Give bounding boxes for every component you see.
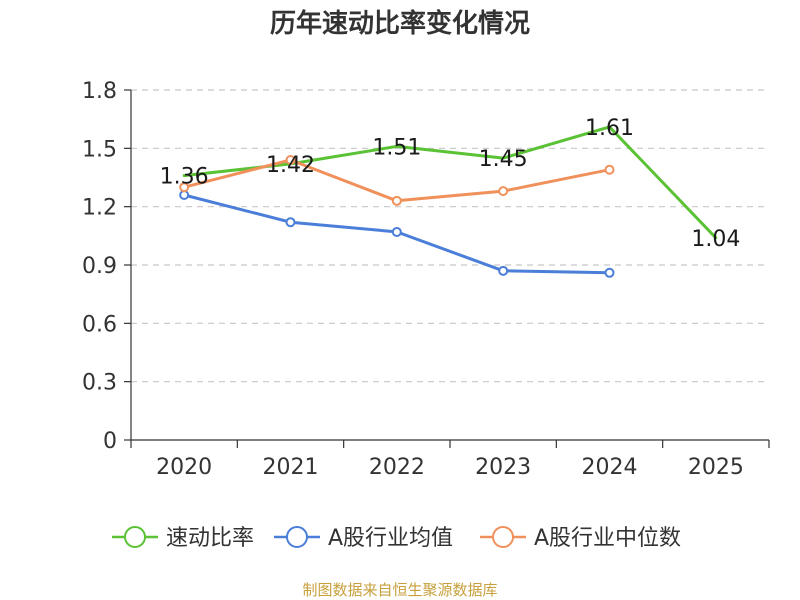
legend-circle-icon xyxy=(124,526,146,548)
series-2-point xyxy=(285,155,296,165)
y-tick-label: 1.5 xyxy=(82,137,117,162)
data-label: 1.04 xyxy=(691,227,740,252)
data-label: 1.51 xyxy=(372,135,421,160)
y-tick-label: 0 xyxy=(103,429,117,454)
series-2-point xyxy=(498,186,509,197)
data-label: 1.36 xyxy=(160,165,209,190)
series-line-0 xyxy=(182,125,718,240)
legend-item[interactable]: 速动比率 xyxy=(112,526,254,551)
chart-title: 历年速动比率变化情况 xyxy=(270,8,530,39)
legend-circle-icon xyxy=(492,526,514,548)
series-line-2 xyxy=(182,158,611,203)
data-label: 1.42 xyxy=(266,153,315,178)
x-tick-label: 2025 xyxy=(688,455,744,480)
grid-lines xyxy=(131,89,769,383)
y-tick-label: 1.8 xyxy=(82,79,117,104)
x-tick-label: 2024 xyxy=(582,455,638,480)
legend-item[interactable]: A股行业均值 xyxy=(274,526,453,551)
data-label: 1.61 xyxy=(585,116,634,141)
legend-label: A股行业均值 xyxy=(328,526,453,551)
legend-item[interactable]: A股行业中位数 xyxy=(480,526,681,551)
x-tick-label: 2023 xyxy=(475,455,531,480)
y-tick-label: 0.3 xyxy=(82,371,117,396)
x-tick-label: 2020 xyxy=(156,455,212,480)
legend-label: A股行业中位数 xyxy=(534,526,681,551)
series-2-point xyxy=(391,195,402,206)
x-tick-label: 2021 xyxy=(263,455,319,480)
legend-label: 速动比率 xyxy=(166,526,254,551)
axes: 0 0.3 0.6 0.9 1.2 1.5 1.8 2020 2021 2022 2023 2024 2… xyxy=(82,79,770,480)
series-1-point xyxy=(604,267,615,278)
x-tick-label: 2022 xyxy=(369,455,425,480)
data-labels: 1.36 1.42 1.51 1.45 1.61 1.04 xyxy=(160,116,741,252)
series-2-point xyxy=(179,182,190,193)
y-tick-label: 0.6 xyxy=(82,312,117,337)
series-1-point xyxy=(391,226,402,237)
y-tick-label: 1.2 xyxy=(82,196,117,221)
legend[interactable]: 速动比率 A股行业均值 A股行业中位数 xyxy=(112,526,681,551)
series-2-point xyxy=(604,164,615,175)
source-note: 制图数据来自恒生聚源数据库 xyxy=(302,581,497,599)
series-1-point xyxy=(498,265,509,276)
series-lines xyxy=(179,125,718,278)
y-tick-label: 0.9 xyxy=(82,254,117,279)
series-1-point xyxy=(285,217,296,228)
data-label: 1.45 xyxy=(479,147,528,172)
legend-circle-icon xyxy=(286,526,308,548)
